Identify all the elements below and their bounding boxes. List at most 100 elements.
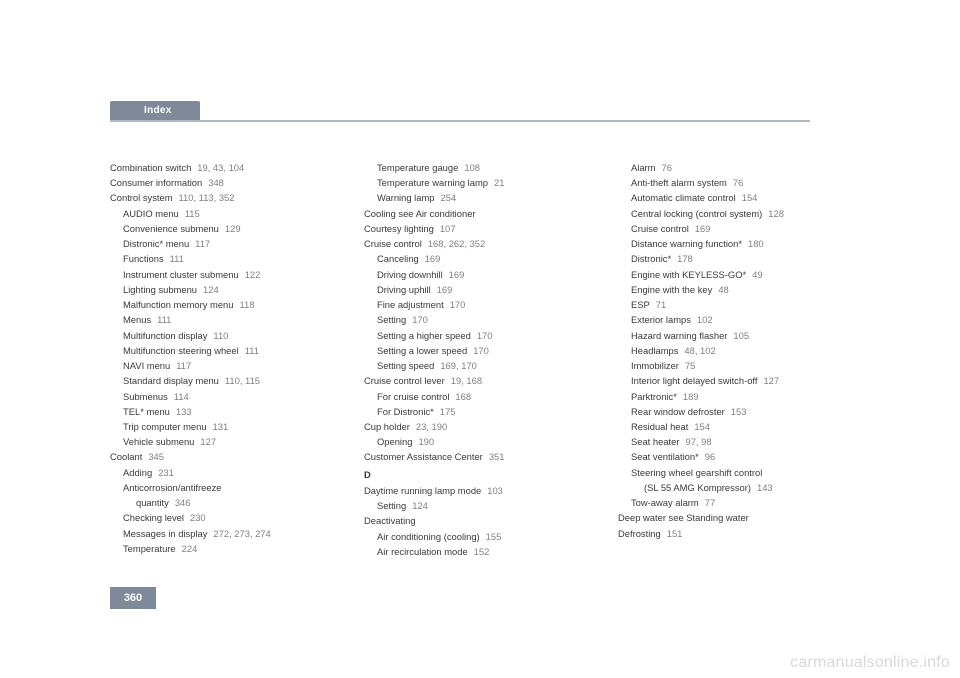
index-entry: Driving uphill169: [364, 282, 582, 297]
index-entry: Engine with the key48: [618, 282, 836, 297]
index-term: Setting a higher speed: [377, 330, 471, 341]
index-term: Cruise control lever: [364, 375, 445, 386]
index-term: Automatic climate control: [631, 192, 736, 203]
index-entry: Immobilizer75: [618, 358, 836, 373]
index-term: Customer Assistance Center: [364, 451, 483, 462]
index-pages: 152: [474, 546, 490, 557]
index-entry: TEL* menu133: [110, 404, 328, 419]
index-term: Courtesy lighting: [364, 223, 434, 234]
index-pages: 129: [225, 223, 241, 234]
index-entry: Defrosting151: [618, 526, 836, 541]
index-pages: 154: [694, 421, 710, 432]
index-term: Rear window defroster: [631, 406, 725, 417]
index-pages: 111: [245, 345, 259, 356]
index-entry: Deep water see Standing water: [618, 510, 836, 525]
index-entry: Fine adjustment170: [364, 297, 582, 312]
index-term: Seat ventilation*: [631, 451, 699, 462]
index-entry: Hazard warning flasher105: [618, 328, 836, 343]
index-pages: 48: [718, 284, 728, 295]
index-term: ESP: [631, 299, 650, 310]
index-pages: 75: [685, 360, 695, 371]
index-term: Multifunction steering wheel: [123, 345, 239, 356]
index-pages: 155: [486, 531, 502, 542]
index-term: (SL 55 AMG Kompressor): [644, 482, 751, 493]
index-term: Setting speed: [377, 360, 434, 371]
index-term: Setting: [377, 314, 406, 325]
header-rule: [110, 120, 810, 122]
index-entry: Distronic* 178: [618, 251, 836, 266]
index-term: Anticorrosion/antifreeze: [123, 482, 222, 493]
index-entry: Canceling 169: [364, 251, 582, 266]
section-tab-label: Index: [144, 105, 172, 116]
index-entry: Courtesy lighting107: [364, 221, 582, 236]
index-pages: 127: [200, 436, 216, 447]
manual-index-page: Index Combination switch19, 43, 104Consu…: [110, 100, 850, 559]
index-pages: 178: [677, 253, 693, 264]
index-term: Malfunction memory menu: [123, 299, 233, 310]
index-term: Deep water see Standing water: [618, 512, 749, 523]
index-entry: Cruise control168, 262, 352: [364, 236, 582, 251]
index-entry: Control system110, 113, 352: [110, 190, 328, 205]
index-entry: ESP 71: [618, 297, 836, 312]
index-pages: 351: [489, 451, 505, 462]
index-pages: 76: [733, 177, 743, 188]
index-pages: 49: [752, 269, 762, 280]
index-entry: Multifunction steering wheel 111: [110, 343, 328, 358]
index-pages: 23, 190: [416, 421, 447, 432]
index-term: Lighting submenu: [123, 284, 197, 295]
index-term: Canceling: [377, 253, 419, 264]
index-pages: 345: [148, 451, 164, 462]
index-pages: 96: [705, 451, 715, 462]
index-pages: 117: [195, 238, 210, 249]
index-term: Residual heat: [631, 421, 688, 432]
index-term: Messages in display: [123, 528, 207, 539]
index-entry: Central locking (control system)128: [618, 206, 836, 221]
index-entry: Setting a lower speed 170: [364, 343, 582, 358]
index-term: Driving uphill: [377, 284, 431, 295]
index-term: Opening: [377, 436, 412, 447]
index-entry: Submenus114: [110, 389, 328, 404]
index-term: Distronic*: [631, 253, 671, 264]
index-term: Air conditioning (cooling): [377, 531, 480, 542]
index-pages: 124: [203, 284, 219, 295]
index-entry: Distronic* menu117: [110, 236, 328, 251]
index-term: Seat heater: [631, 436, 679, 447]
index-pages: 168: [455, 391, 471, 402]
index-term: Tow-away alarm: [631, 497, 699, 508]
index-term: Cooling see Air conditioner: [364, 208, 476, 219]
index-entry: Coolant345: [110, 449, 328, 464]
index-term: Defrosting: [618, 528, 661, 539]
index-term: Multifunction display: [123, 330, 207, 341]
index-entry: Driving downhill169: [364, 267, 582, 282]
index-term: Cup holder: [364, 421, 410, 432]
index-term: Cruise control: [364, 238, 422, 249]
index-entry: quantity346: [110, 495, 328, 510]
page-number-box: 360: [110, 587, 156, 609]
index-pages: 124: [412, 500, 428, 511]
index-entry: Cooling see Air conditioner: [364, 206, 582, 221]
index-entry: Air conditioning (cooling) 155: [364, 529, 582, 544]
index-entry: Cruise control lever19, 168: [364, 373, 582, 388]
index-pages: 71: [656, 299, 666, 310]
index-entry: Functions111: [110, 251, 328, 266]
index-term: Vehicle submenu: [123, 436, 194, 447]
index-term: Anti-theft alarm system: [631, 177, 727, 188]
index-entry: (SL 55 AMG Kompressor) 143: [618, 480, 836, 495]
index-column: Combination switch19, 43, 104Consumer in…: [110, 160, 328, 559]
index-pages: 346: [175, 497, 191, 508]
watermark: carmanualsonline.info: [790, 654, 950, 672]
index-entry: Cup holder 23, 190: [364, 419, 582, 434]
index-pages: 103: [487, 485, 503, 496]
index-term: Cruise control: [631, 223, 689, 234]
index-entry: Temperature gauge108: [364, 160, 582, 175]
index-term: Setting a lower speed: [377, 345, 467, 356]
index-term: Adding: [123, 467, 152, 478]
index-pages: 169: [425, 253, 441, 264]
index-term: Temperature gauge: [377, 162, 458, 173]
index-pages: 231: [158, 467, 174, 478]
index-pages: 170: [473, 345, 489, 356]
index-pages: 143: [757, 482, 773, 493]
index-entry: NAVI menu117: [110, 358, 328, 373]
index-entry: Instrument cluster submenu122: [110, 267, 328, 282]
index-pages: 48, 102: [684, 345, 715, 356]
